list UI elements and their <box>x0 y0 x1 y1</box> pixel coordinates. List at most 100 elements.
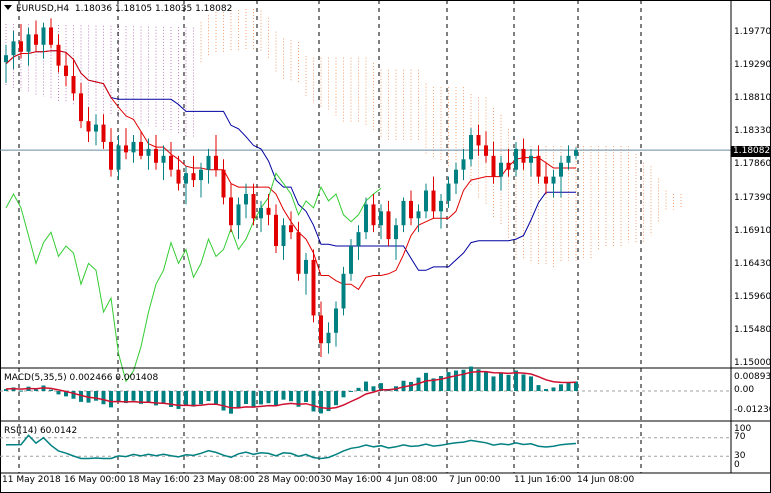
candle-body <box>349 246 353 274</box>
candle-body <box>446 183 451 201</box>
macd-bar <box>566 382 571 391</box>
candle-body <box>566 155 571 163</box>
candle-body <box>334 308 338 333</box>
macd-indicator <box>0 366 731 414</box>
ohlc-values: 1.18036 1.18105 1.18035 1.18082 <box>74 4 233 14</box>
macd-bar <box>536 385 541 391</box>
macd-bar <box>169 391 173 407</box>
candle-body <box>356 232 361 247</box>
macd-bar <box>49 389 53 391</box>
candle-body <box>559 162 563 177</box>
candle-body <box>514 148 518 170</box>
candle-body <box>341 273 346 309</box>
macd-bar <box>484 371 488 391</box>
macd-bar <box>364 381 368 391</box>
candle-body <box>86 121 91 132</box>
macd-bar <box>439 376 443 391</box>
macd-bar <box>506 374 511 391</box>
candle-body <box>124 145 128 153</box>
chevron-down-icon[interactable] <box>4 5 12 10</box>
candle-body <box>289 225 293 233</box>
current-price-tag: 1.18082 <box>731 146 771 157</box>
rsi-tick-label: 30 <box>734 451 746 461</box>
candle-body <box>574 150 578 156</box>
macd-bar <box>131 391 136 401</box>
candle-body <box>259 207 263 219</box>
macd-bar <box>266 391 271 404</box>
macd-bar <box>469 366 473 391</box>
macd-bar <box>146 391 151 403</box>
macd-bar <box>491 376 496 391</box>
time-tick-label: 30 May 16:00 <box>320 475 382 485</box>
candle-body <box>146 148 151 156</box>
chart-header: EURUSD,H4 1.18036 1.18105 1.18035 1.1808… <box>4 4 232 14</box>
rsi-tick-label: 0 <box>734 460 740 470</box>
price-tick-label: 1.17390 <box>734 192 771 203</box>
time-tick-label: 11 Jun 16:00 <box>514 475 572 485</box>
candle-body <box>206 155 211 170</box>
candle-body <box>154 148 158 163</box>
macd-bar <box>311 391 316 412</box>
macd-bar <box>139 391 143 404</box>
candle-body <box>416 211 421 219</box>
candle-body <box>499 162 503 177</box>
chikou-line <box>5 172 382 383</box>
macd-bar <box>574 381 578 391</box>
time-tick-label: 28 May 00:00 <box>258 475 320 485</box>
candle-body <box>26 34 31 52</box>
candle-body <box>506 162 511 170</box>
macd-bar <box>214 391 218 405</box>
macd-bar <box>326 391 331 412</box>
macd-bar <box>176 391 181 409</box>
macd-bar <box>244 391 248 404</box>
candle-body <box>551 176 556 184</box>
candle-body <box>184 173 188 184</box>
candle-body <box>469 135 473 160</box>
macd-bar <box>191 391 196 407</box>
candle-body <box>64 65 68 77</box>
time-tick-label: 7 Jun 00:00 <box>449 475 501 485</box>
pane-separators <box>0 0 771 474</box>
macd-bar <box>559 384 563 391</box>
price-tick-label: 1.15960 <box>734 291 771 302</box>
candle-body <box>244 193 248 205</box>
symbol-label: EURUSD,H4 <box>16 4 70 14</box>
macd-bar <box>101 391 106 405</box>
candle-body <box>371 204 376 226</box>
macd-bar <box>94 391 98 401</box>
candle-body <box>214 155 218 170</box>
time-tick-label: 16 May 00:00 <box>64 475 126 485</box>
candle-body <box>311 259 316 316</box>
macd-signal-line <box>5 370 577 410</box>
macd-bar <box>454 370 458 391</box>
price-tick-label: 1.19290 <box>734 60 771 71</box>
candle-body <box>49 27 53 45</box>
macd-bar <box>409 381 413 391</box>
time-tick-label: 14 Jun 08:00 <box>577 475 635 485</box>
candle-body <box>266 207 271 215</box>
macd-bar <box>184 391 188 406</box>
candle-body <box>94 124 98 132</box>
macd-bar <box>124 391 128 404</box>
candle-body <box>386 211 391 240</box>
macd-bar <box>109 391 113 408</box>
macd-bar <box>371 386 376 391</box>
candle-body <box>34 34 38 45</box>
price-tick-label: 1.16430 <box>734 258 771 269</box>
candle-body <box>169 155 173 170</box>
macd-bar <box>529 376 533 391</box>
rsi-tick-label: 70 <box>734 432 746 442</box>
time-tick-label: 18 May 16:00 <box>128 475 190 485</box>
candle-body <box>4 55 8 63</box>
price-tick-label: 1.17860 <box>734 159 771 170</box>
macd-bar <box>64 391 68 397</box>
macd-bar <box>476 369 481 391</box>
macd-bar <box>544 389 548 391</box>
macd-bar <box>19 390 23 392</box>
candle-body <box>296 232 301 274</box>
candle-body <box>431 190 436 212</box>
time-tick-label: 11 May 2018 <box>2 475 61 485</box>
candle-body <box>139 141 143 156</box>
candle-body <box>379 211 383 226</box>
